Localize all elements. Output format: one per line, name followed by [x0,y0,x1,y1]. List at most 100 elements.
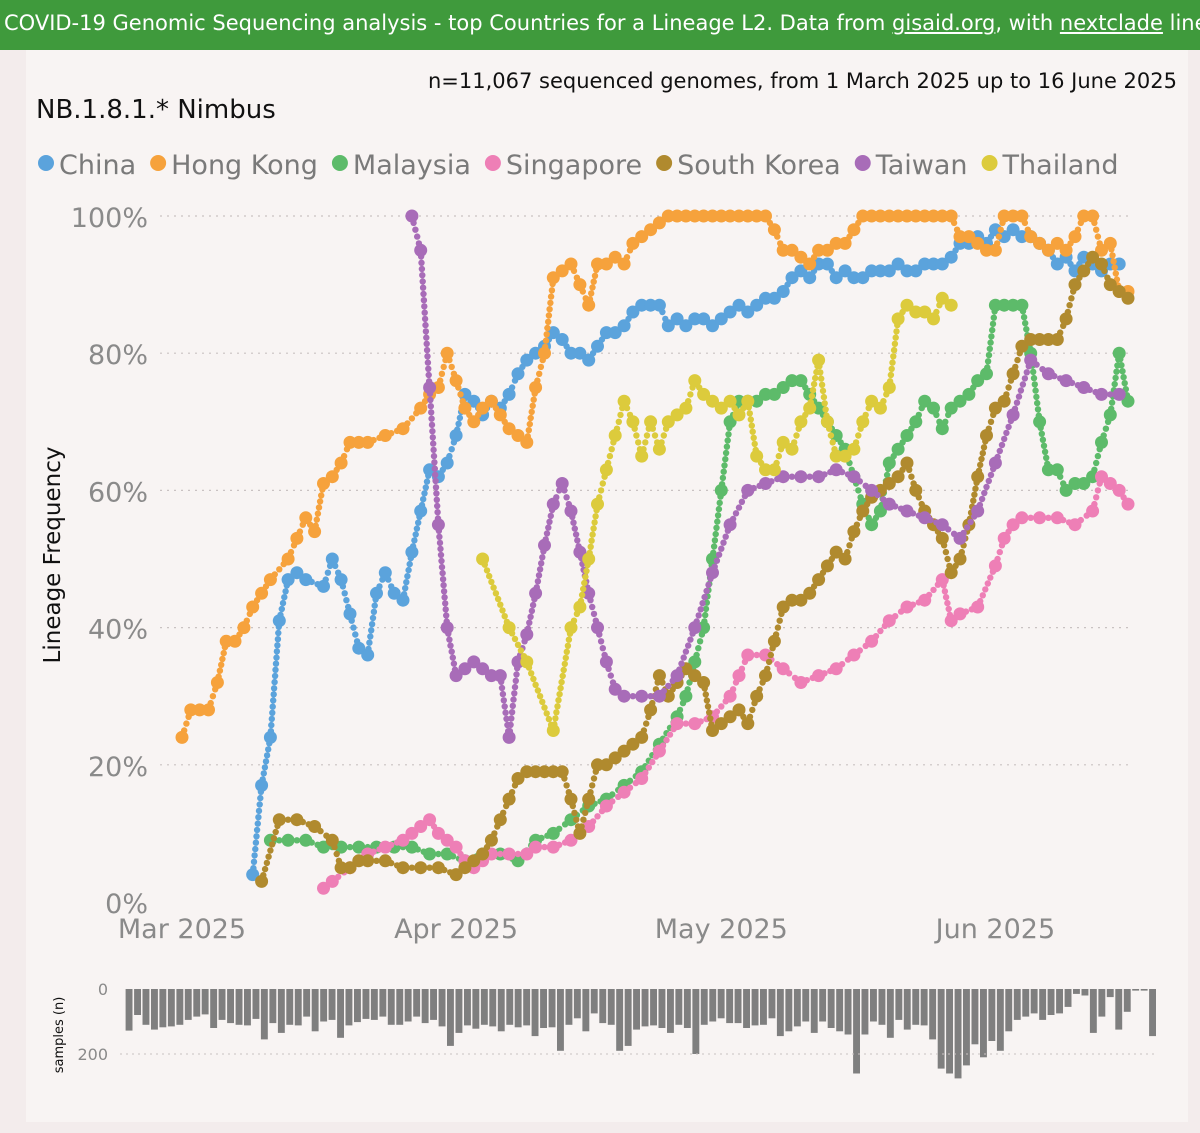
data-point[interactable] [803,271,817,285]
data-point[interactable] [767,387,781,401]
data-point[interactable] [325,874,339,888]
sample-bar[interactable] [1149,989,1156,1037]
data-point[interactable] [1086,209,1100,223]
sample-bar[interactable] [235,989,243,1025]
data-point[interactable] [263,573,277,587]
data-point[interactable] [175,730,189,744]
data-point[interactable] [1024,353,1038,367]
sample-bar[interactable] [1013,989,1021,1020]
sample-bar[interactable] [624,989,632,1046]
data-point[interactable] [520,655,534,669]
data-point[interactable] [927,312,940,326]
legend-item[interactable]: Hong Kong [150,150,318,181]
data-point[interactable] [440,847,454,861]
sample-bar[interactable] [802,989,810,1022]
data-point[interactable] [396,861,410,875]
data-point[interactable] [564,504,578,518]
sample-bar[interactable] [1073,989,1080,994]
sample-bar[interactable] [134,989,141,1015]
legend-item[interactable]: Taiwan [854,150,968,181]
data-point[interactable] [608,250,622,264]
data-point[interactable] [723,689,737,703]
data-point[interactable] [971,600,985,614]
sample-bar[interactable] [861,989,869,1035]
sample-bar[interactable] [1140,989,1148,991]
data-point[interactable] [1059,312,1073,326]
data-point[interactable] [988,243,1002,257]
data-point[interactable] [334,573,348,587]
data-point[interactable] [820,257,834,271]
data-point[interactable] [573,600,587,614]
data-point[interactable] [484,669,498,683]
data-point[interactable] [706,724,719,737]
data-point[interactable] [706,319,719,333]
data-point[interactable] [1103,477,1117,490]
data-point[interactable] [1041,333,1055,346]
sample-bar[interactable] [683,989,691,1028]
data-point[interactable] [511,367,525,381]
data-point[interactable] [670,717,684,731]
data-point[interactable] [997,209,1011,223]
data-point[interactable] [794,593,808,607]
data-point[interactable] [1068,278,1082,292]
data-point[interactable] [599,463,613,477]
data-point[interactable] [1077,381,1091,394]
data-point[interactable] [935,573,949,587]
data-point[interactable] [856,415,870,429]
sample-bar[interactable] [878,989,886,1025]
data-point[interactable] [378,854,392,868]
data-point[interactable] [546,724,560,737]
sample-bar[interactable] [971,989,979,1045]
data-point[interactable] [714,312,728,326]
data-point[interactable] [635,772,649,785]
data-point[interactable] [652,298,666,312]
data-point[interactable] [900,298,914,312]
data-point[interactable] [529,381,543,394]
data-point[interactable] [317,881,330,895]
data-point[interactable] [467,655,481,669]
data-point[interactable] [971,470,985,484]
data-point[interactable] [679,401,693,415]
data-point[interactable] [1015,511,1029,525]
sample-bar[interactable] [320,989,328,1022]
data-point[interactable] [759,669,772,683]
data-point[interactable] [1095,435,1108,449]
data-point[interactable] [263,730,277,744]
data-point[interactable] [299,573,313,587]
data-point[interactable] [759,477,772,490]
legend-item[interactable]: Malaysia [331,150,471,181]
data-point[interactable] [723,394,737,408]
sample-bar[interactable] [447,989,454,1046]
data-point[interactable] [944,209,958,223]
sample-bar[interactable] [751,989,759,1026]
sample-bar[interactable] [937,989,945,1069]
data-point[interactable] [697,676,711,689]
data-point[interactable] [361,648,375,662]
data-point[interactable] [449,840,463,854]
data-point[interactable] [688,655,702,669]
data-point[interactable] [714,717,728,731]
data-point[interactable] [529,346,543,360]
data-point[interactable] [838,236,852,250]
data-point[interactable] [484,833,498,847]
data-point[interactable] [829,545,843,559]
sample-bar[interactable] [1022,989,1030,1017]
sample-bar[interactable] [557,989,564,1051]
data-point[interactable] [281,552,295,566]
data-point[interactable] [405,826,419,840]
sample-bar[interactable] [692,989,700,1054]
sample-bar[interactable] [1115,989,1123,1030]
data-point[interactable] [838,264,852,278]
data-point[interactable] [1103,408,1117,422]
data-point[interactable] [520,847,534,861]
data-point[interactable] [272,813,286,827]
data-point[interactable] [511,772,525,785]
data-point[interactable] [538,538,551,552]
data-point[interactable] [546,765,560,779]
sample-bar[interactable] [294,989,302,1026]
data-point[interactable] [997,298,1011,312]
sample-bar[interactable] [345,989,353,1026]
sample-bar[interactable] [793,989,801,1027]
data-point[interactable] [838,552,852,566]
data-point[interactable] [564,813,578,827]
